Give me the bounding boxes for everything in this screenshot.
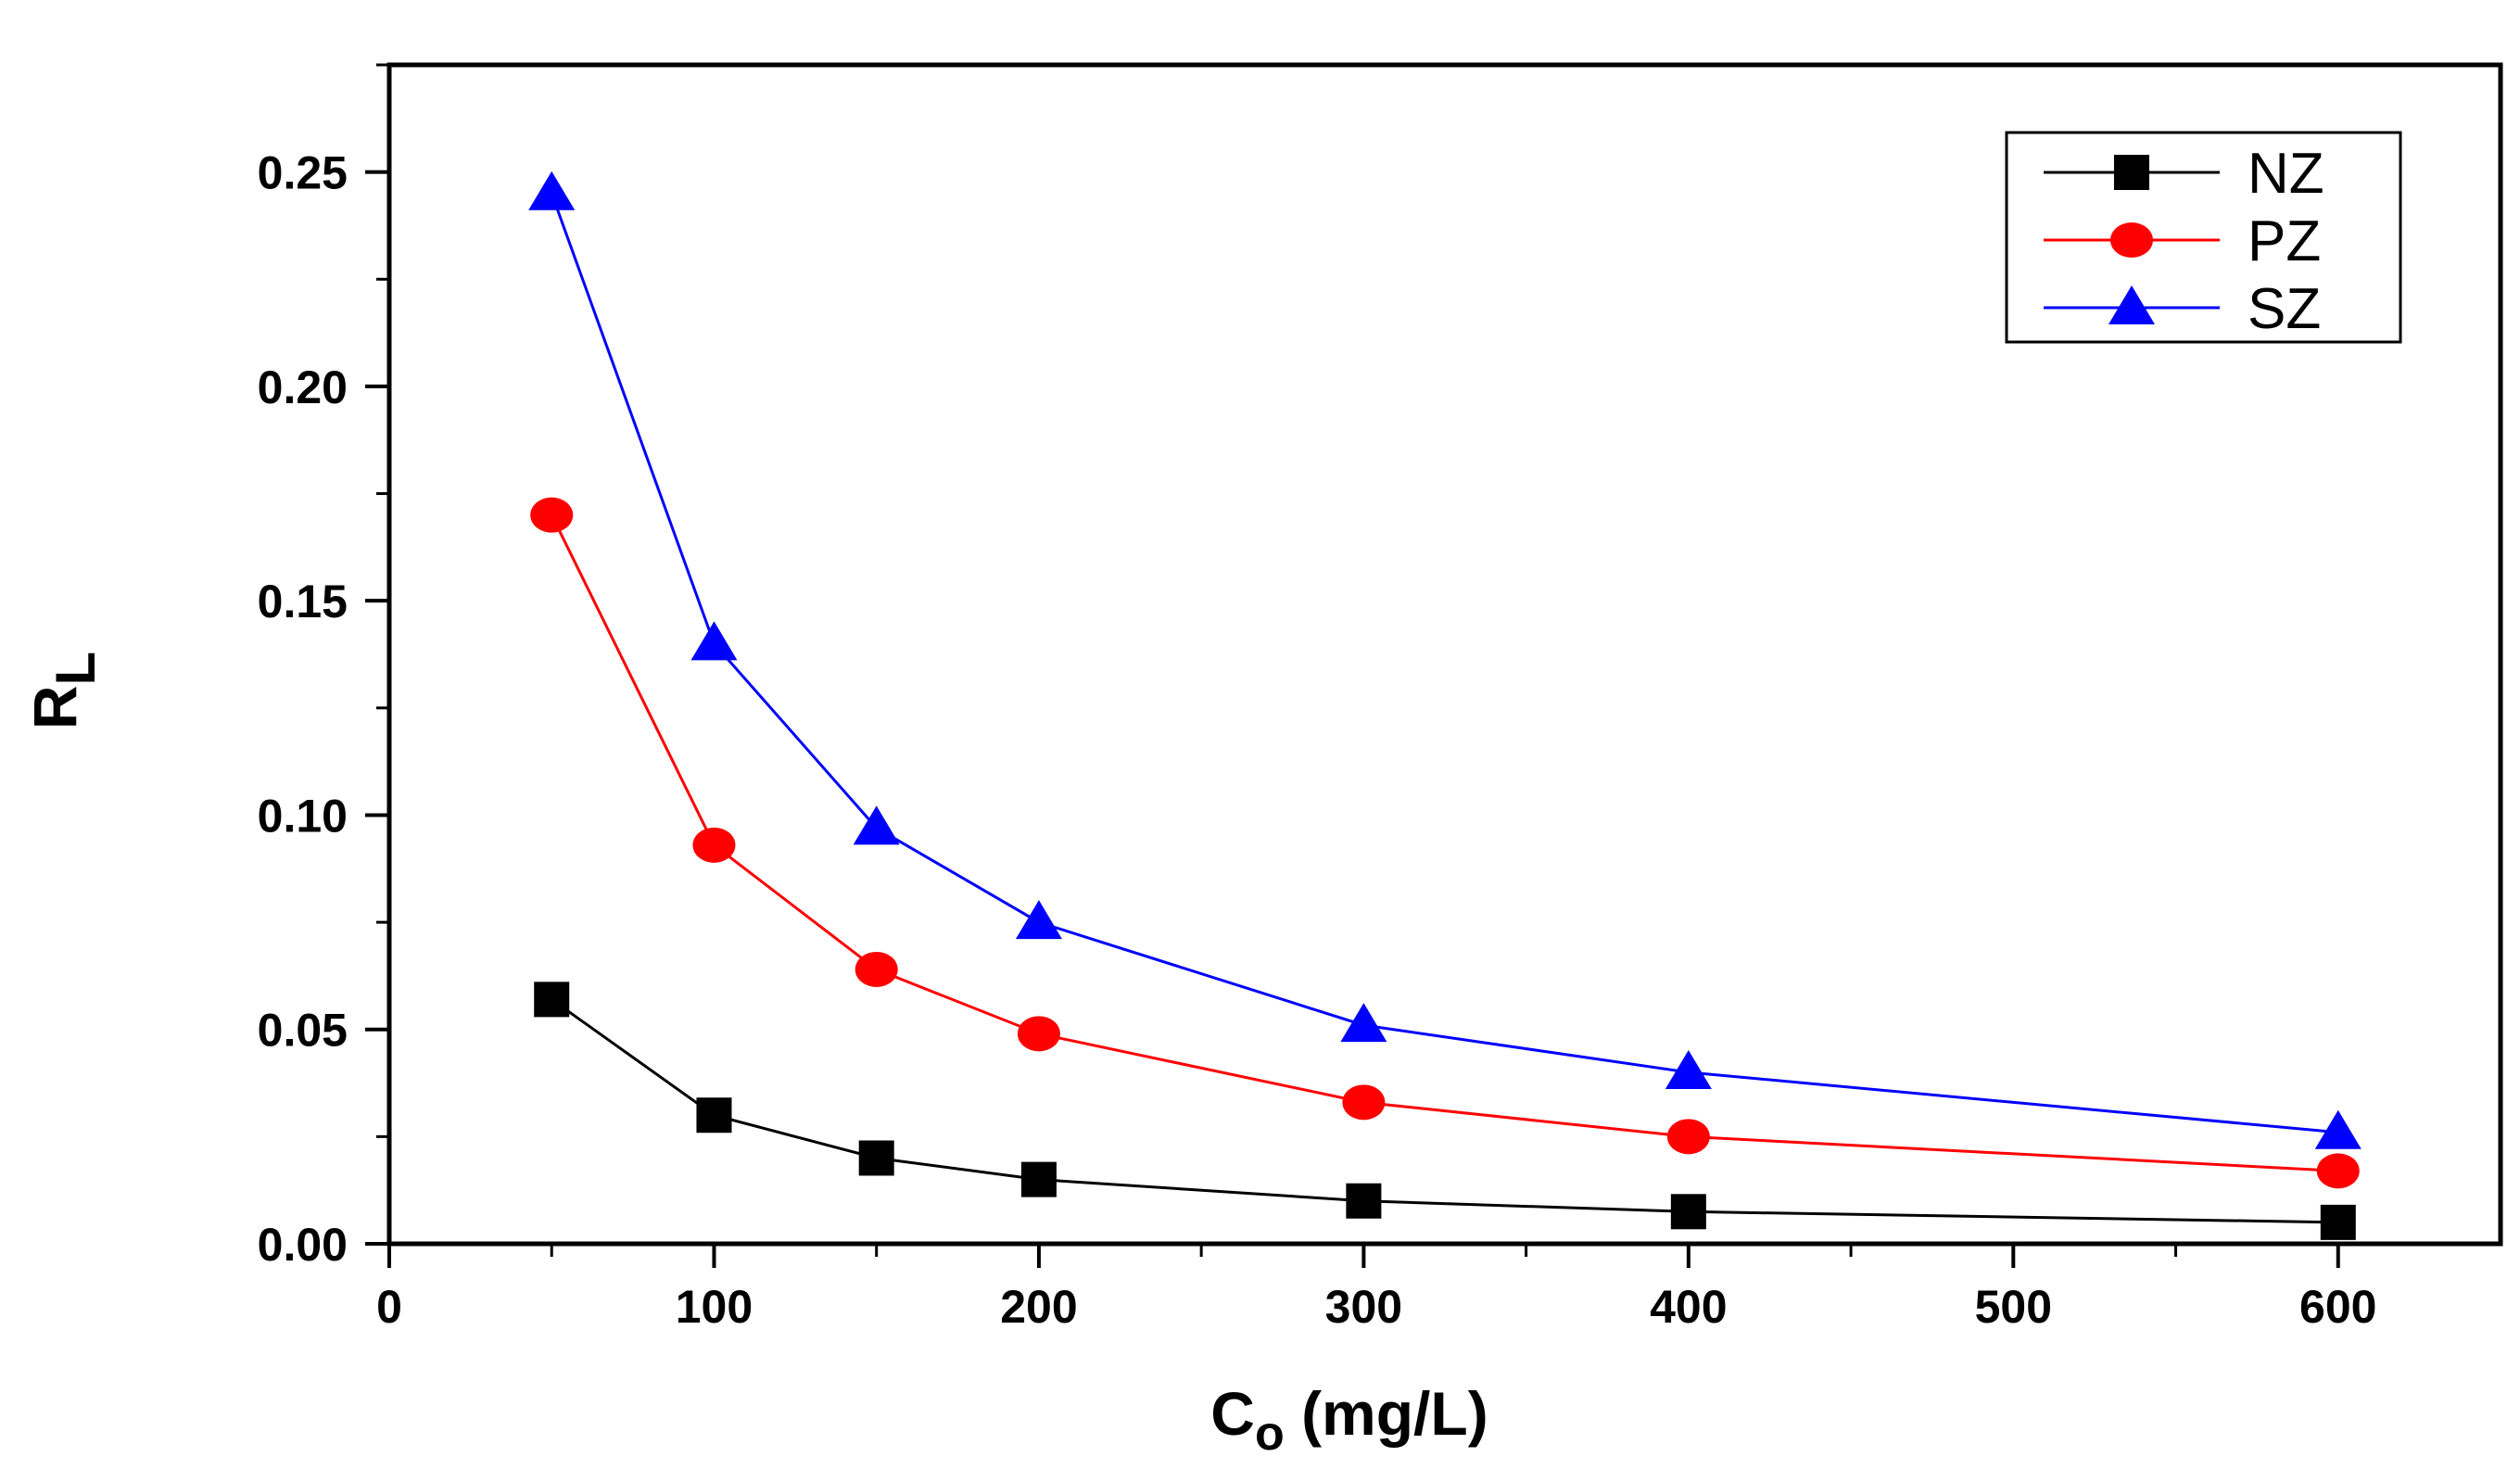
x-axis-title-unit: (mg/L) <box>1285 1379 1488 1448</box>
y-tick-label: 0.10 <box>258 790 348 842</box>
x-axis-title: Co (mg/L) <box>1210 1379 1488 1461</box>
data-point-nz <box>1346 1183 1382 1219</box>
data-point-pz <box>2316 1153 2360 1189</box>
data-point-nz <box>1670 1194 1706 1230</box>
series-sz <box>528 171 2362 1149</box>
y-tick-label: 0.20 <box>258 361 348 413</box>
data-point-pz <box>1666 1119 1710 1155</box>
data-point-pz <box>1017 1016 1060 1052</box>
data-point-sz <box>1665 1049 1712 1089</box>
data-point-pz <box>1342 1084 1386 1121</box>
series-line-pz <box>550 514 2338 1172</box>
y-tick-label: 0.15 <box>258 576 348 627</box>
data-point-nz <box>534 982 570 1018</box>
x-tick-label: 400 <box>1650 1281 1727 1333</box>
data-point-nz <box>2320 1204 2356 1240</box>
y-tick-label: 0.25 <box>258 147 348 199</box>
data-point-sz <box>1015 900 1062 940</box>
data-point-sz <box>2314 1109 2362 1149</box>
plot-frame <box>386 62 2503 1247</box>
x-axis-title-sub: o <box>1255 1407 1285 1461</box>
x-tick-label: 100 <box>676 1281 753 1333</box>
legend-label-pz: PZ <box>2248 209 2321 273</box>
y-tick-label: 0.00 <box>258 1219 348 1271</box>
legend-marker-pz <box>2110 222 2153 258</box>
x-tick-label: 0 <box>376 1281 402 1333</box>
legend-label-sz: SZ <box>2248 277 2321 341</box>
data-point-sz <box>1340 1003 1387 1043</box>
data-point-nz <box>696 1097 732 1134</box>
x-tick-label: 200 <box>1000 1281 1077 1333</box>
data-point-pz <box>530 497 574 533</box>
legend-box <box>2005 131 2402 344</box>
series-layer <box>528 171 2362 1240</box>
data-point-nz <box>858 1140 894 1176</box>
data-point-sz <box>690 621 738 661</box>
data-point-nz <box>1020 1161 1057 1197</box>
x-tick-label: 500 <box>1975 1281 2052 1333</box>
x-axis-ticks: 0 100 200 300 400 500 600 <box>376 1244 2376 1333</box>
y-tick-label: 0.05 <box>258 1005 348 1057</box>
x-tick-label: 300 <box>1325 1281 1402 1333</box>
data-point-sz <box>853 805 900 845</box>
y-axis-title-main: R <box>20 685 89 729</box>
data-point-sz <box>528 171 576 210</box>
series-pz <box>530 497 2360 1189</box>
y-axis-title: RL <box>20 652 107 729</box>
legend-label-nz: NZ <box>2248 142 2324 206</box>
legend-marker-nz <box>2114 155 2149 190</box>
data-point-pz <box>692 827 736 863</box>
x-axis-title-main: C <box>1210 1379 1255 1448</box>
y-axis-title-sub: L <box>44 652 107 686</box>
x-tick-label: 600 <box>2299 1281 2376 1333</box>
y-axis-ticks: 0.00 0.05 0.10 0.15 0.20 0.25 <box>258 63 389 1271</box>
legend-marker-sz <box>2108 285 2155 324</box>
series-nz <box>534 982 2356 1240</box>
data-point-pz <box>855 951 898 987</box>
